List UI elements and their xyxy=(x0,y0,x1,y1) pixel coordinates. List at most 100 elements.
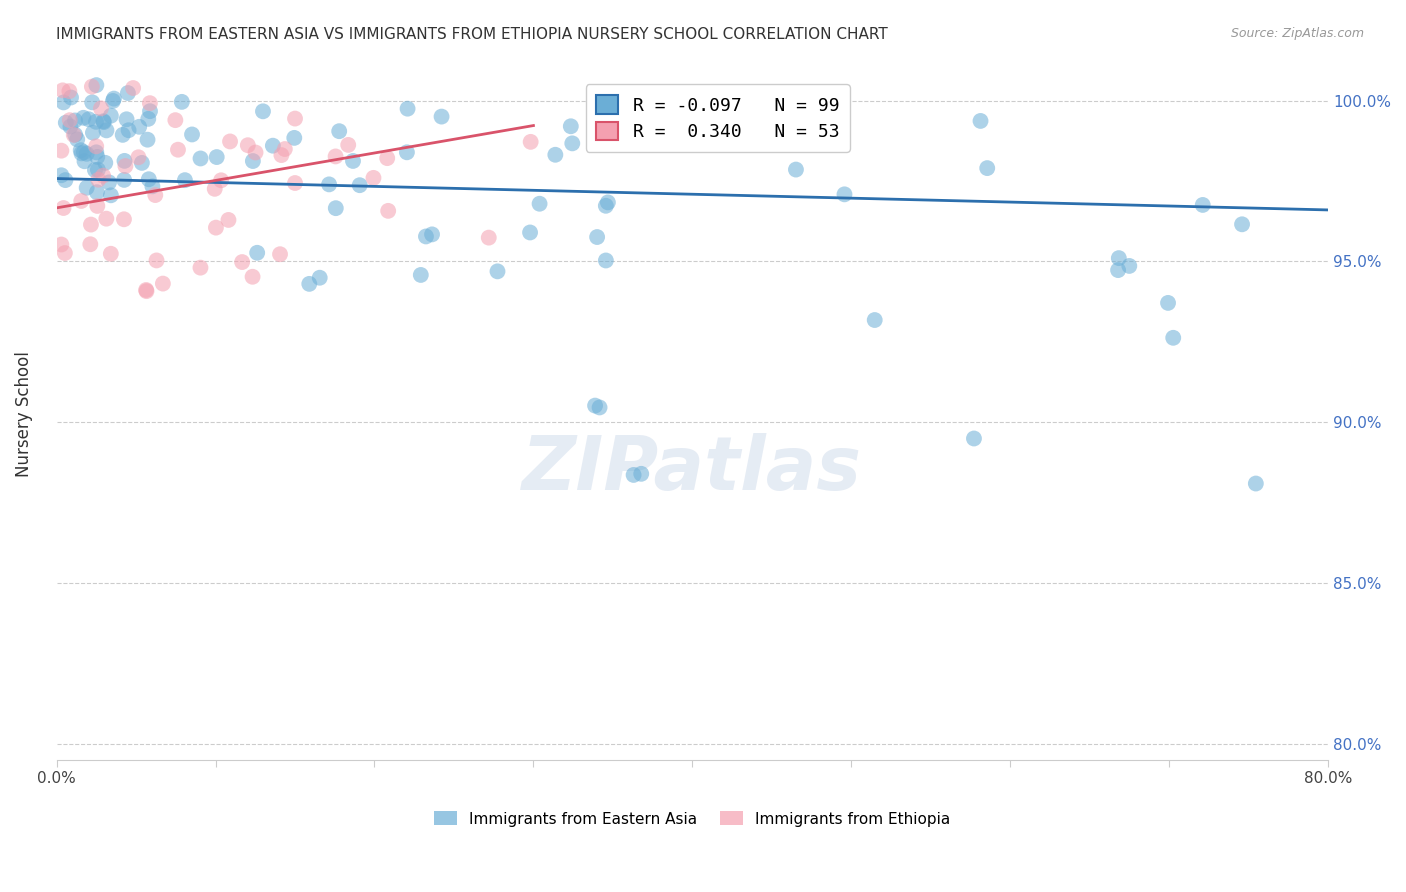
Point xyxy=(519,226,541,240)
Point xyxy=(1118,259,1140,273)
Point xyxy=(283,131,305,145)
Point xyxy=(623,467,645,482)
Point xyxy=(1157,296,1180,310)
Y-axis label: Nursery School: Nursery School xyxy=(15,351,32,477)
Point xyxy=(141,179,163,194)
Point xyxy=(98,175,121,189)
Legend: Immigrants from Eastern Asia, Immigrants from Ethiopia: Immigrants from Eastern Asia, Immigrants… xyxy=(427,805,956,832)
Point xyxy=(1230,217,1253,231)
Point xyxy=(1107,263,1129,277)
Point xyxy=(103,92,125,106)
Point xyxy=(53,246,76,260)
Point xyxy=(63,128,86,142)
Point xyxy=(308,270,330,285)
Point xyxy=(90,102,112,116)
Point xyxy=(100,188,122,202)
Point xyxy=(122,81,145,95)
Point xyxy=(63,113,86,128)
Point xyxy=(84,139,107,153)
Point xyxy=(52,95,75,110)
Point xyxy=(298,277,321,291)
Point xyxy=(117,86,139,100)
Point xyxy=(127,150,149,164)
Point xyxy=(69,143,91,157)
Point xyxy=(84,145,107,160)
Point xyxy=(55,116,77,130)
Point xyxy=(84,115,107,129)
Point xyxy=(1161,331,1184,345)
Point xyxy=(59,113,82,128)
Text: ZIPatlas: ZIPatlas xyxy=(523,433,862,506)
Point xyxy=(117,123,139,137)
Point xyxy=(112,212,135,227)
Point xyxy=(325,201,347,215)
Point xyxy=(337,137,360,152)
Point xyxy=(834,187,856,202)
Point xyxy=(274,142,297,156)
Point xyxy=(91,169,114,183)
Point xyxy=(138,172,160,186)
Point xyxy=(785,162,807,177)
Point xyxy=(595,199,617,213)
Point xyxy=(170,95,193,109)
Point xyxy=(270,148,292,162)
Point xyxy=(131,156,153,170)
Point xyxy=(209,173,232,187)
Point xyxy=(205,150,228,164)
Point xyxy=(242,269,264,284)
Point xyxy=(96,123,118,137)
Point xyxy=(70,146,93,161)
Point xyxy=(128,120,150,134)
Point xyxy=(1108,251,1130,265)
Point xyxy=(114,153,136,168)
Point xyxy=(219,135,242,149)
Point xyxy=(76,146,98,161)
Point xyxy=(139,96,162,111)
Point xyxy=(409,268,432,282)
Point xyxy=(115,112,138,127)
Text: Source: ZipAtlas.com: Source: ZipAtlas.com xyxy=(1230,27,1364,40)
Point xyxy=(58,84,80,98)
Point xyxy=(87,172,110,186)
Point xyxy=(152,277,174,291)
Point xyxy=(544,148,567,162)
Point xyxy=(976,161,998,175)
Point xyxy=(284,112,307,126)
Point xyxy=(82,95,104,110)
Point xyxy=(595,253,617,268)
Point xyxy=(583,399,606,413)
Point xyxy=(349,178,371,193)
Point xyxy=(588,401,610,415)
Point xyxy=(181,128,204,142)
Point xyxy=(420,227,443,242)
Point xyxy=(94,156,117,170)
Point xyxy=(190,260,212,275)
Point xyxy=(586,230,609,244)
Point xyxy=(863,313,886,327)
Point xyxy=(62,128,84,142)
Point xyxy=(52,83,75,97)
Point xyxy=(478,230,501,244)
Point xyxy=(284,176,307,190)
Point xyxy=(84,163,107,178)
Point xyxy=(325,149,347,163)
Point xyxy=(236,138,259,153)
Point xyxy=(174,173,197,187)
Point xyxy=(100,246,122,260)
Point xyxy=(231,255,253,269)
Point xyxy=(1244,476,1267,491)
Point xyxy=(262,138,284,153)
Point xyxy=(217,213,239,227)
Point xyxy=(143,188,166,202)
Point xyxy=(52,201,75,215)
Point xyxy=(101,94,124,108)
Point xyxy=(560,120,582,134)
Point xyxy=(80,218,103,232)
Point xyxy=(112,173,135,187)
Point xyxy=(86,150,108,164)
Point xyxy=(60,90,83,104)
Point xyxy=(66,132,89,146)
Point xyxy=(96,211,118,226)
Point xyxy=(79,237,101,252)
Point xyxy=(415,229,437,244)
